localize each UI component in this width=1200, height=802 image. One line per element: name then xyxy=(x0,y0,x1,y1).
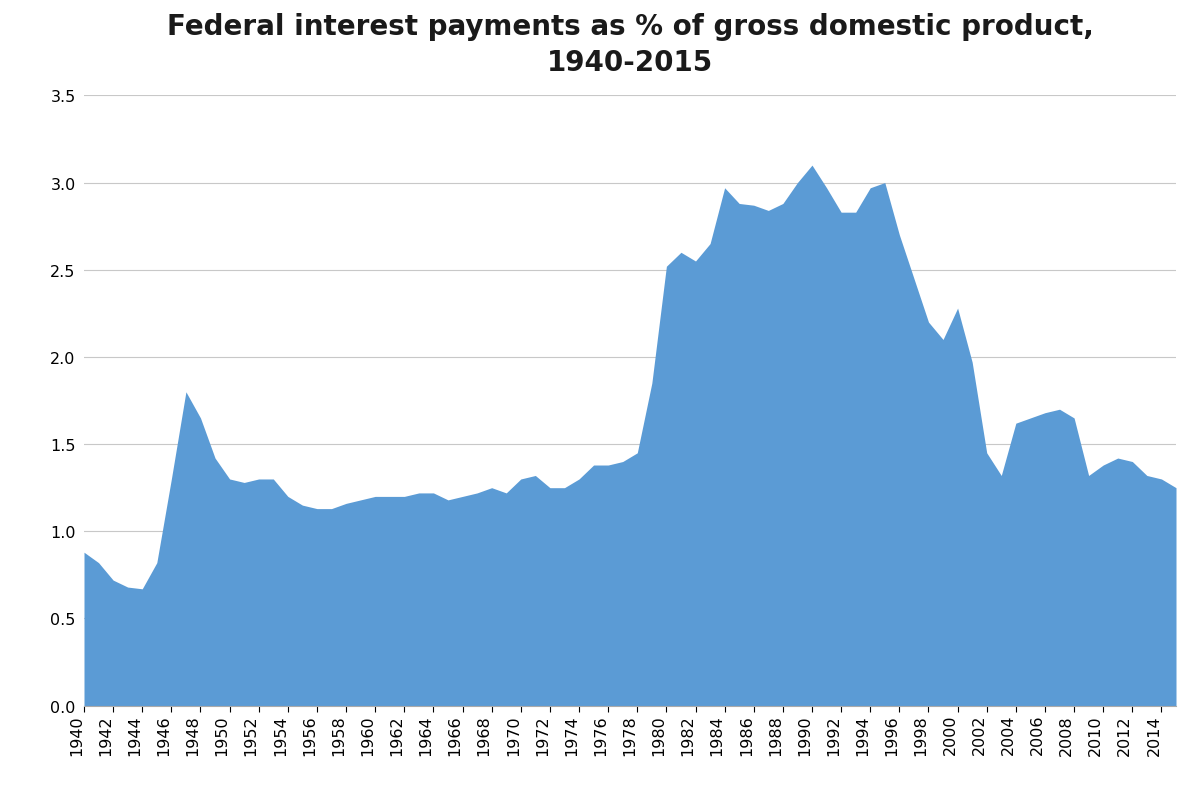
Title: Federal interest payments as % of gross domestic product,
1940-2015: Federal interest payments as % of gross … xyxy=(167,13,1093,77)
